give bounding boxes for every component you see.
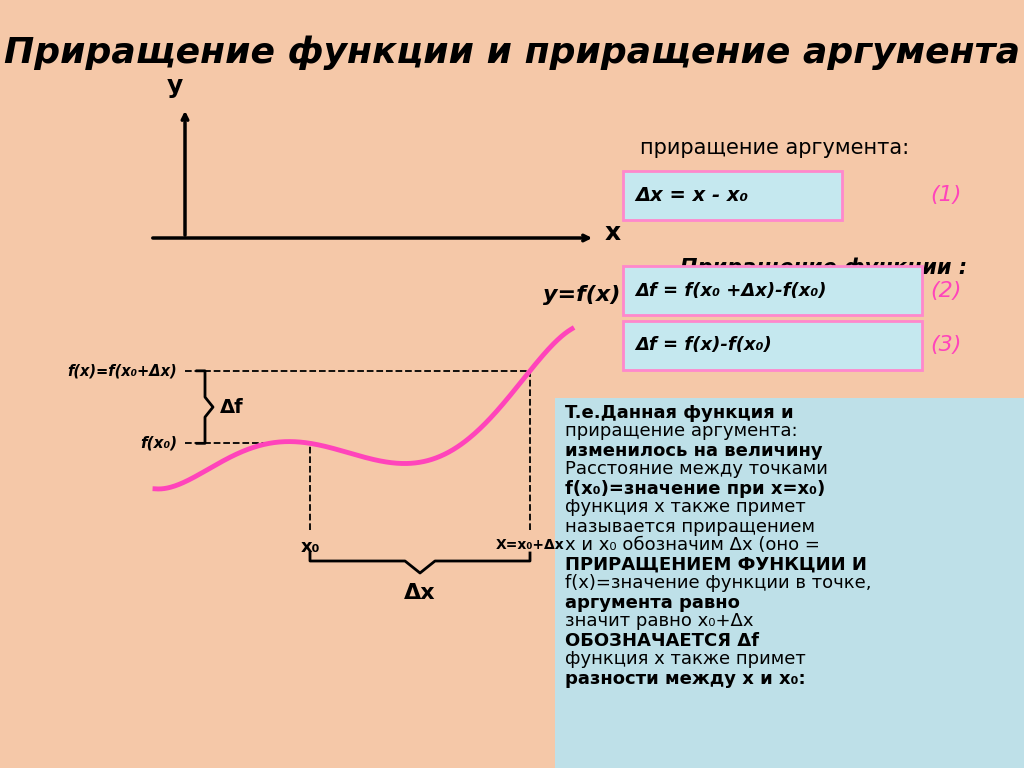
FancyBboxPatch shape	[623, 171, 842, 220]
FancyBboxPatch shape	[623, 266, 922, 315]
Text: разности между x и x₀:: разности между x и x₀:	[565, 670, 806, 688]
Text: f(x₀): f(x₀)	[140, 435, 177, 451]
Text: аргумента равно: аргумента равно	[565, 594, 740, 612]
Text: изменилось на величину: изменилось на величину	[565, 442, 822, 460]
Text: x: x	[605, 221, 622, 245]
Text: X=x₀+Δx: X=x₀+Δx	[496, 538, 564, 552]
Text: y: y	[167, 74, 183, 98]
Text: функция x также примет: функция x также примет	[565, 650, 806, 668]
Text: приращение аргумента:: приращение аргумента:	[565, 422, 798, 440]
Text: называется приращением: называется приращением	[565, 518, 815, 536]
Text: Приращение функции :: Приращение функции :	[680, 258, 967, 278]
Text: ОБОЗНАЧАЕТСЯ Δf: ОБОЗНАЧАЕТСЯ Δf	[565, 632, 759, 650]
Text: x₀: x₀	[300, 538, 319, 556]
Text: Расстояние между точками: Расстояние между точками	[565, 460, 827, 478]
Text: (3): (3)	[930, 336, 962, 356]
Text: значит равно x₀+Δx: значит равно x₀+Δx	[565, 612, 754, 630]
Text: функция x также примет: функция x также примет	[565, 498, 806, 516]
Text: T.е.Данная функция и: T.е.Данная функция и	[565, 404, 794, 422]
FancyBboxPatch shape	[555, 398, 1024, 768]
Text: Δx = x - x₀: Δx = x - x₀	[635, 186, 748, 205]
Text: Приращение функции и приращение аргумента: Приращение функции и приращение аргумент…	[4, 36, 1020, 70]
Text: Δf: Δf	[220, 398, 244, 416]
Text: приращение аргумента:: приращение аргумента:	[640, 138, 909, 158]
Text: ПРИРАЩЕНИЕМ ФУНКЦИИ И: ПРИРАЩЕНИЕМ ФУНКЦИИ И	[565, 556, 867, 574]
FancyBboxPatch shape	[623, 321, 922, 370]
Text: (2): (2)	[930, 280, 962, 300]
Text: f(x)=f(x₀+Δx): f(x)=f(x₀+Δx)	[68, 363, 177, 379]
Text: Δx: Δx	[404, 583, 436, 603]
Text: Δf = f(x₀ +Δx)-f(x₀): Δf = f(x₀ +Δx)-f(x₀)	[635, 282, 826, 300]
Text: x и x₀ обозначим Δx (оно =: x и x₀ обозначим Δx (оно =	[565, 536, 820, 554]
Text: Δf = f(x)-f(x₀): Δf = f(x)-f(x₀)	[635, 336, 772, 355]
Text: f(x)=значение функции в точке,: f(x)=значение функции в точке,	[565, 574, 871, 592]
Text: (1): (1)	[930, 186, 962, 206]
Text: f(x₀)=значение при x=x₀): f(x₀)=значение при x=x₀)	[565, 480, 825, 498]
Text: y=f(x): y=f(x)	[543, 285, 621, 305]
